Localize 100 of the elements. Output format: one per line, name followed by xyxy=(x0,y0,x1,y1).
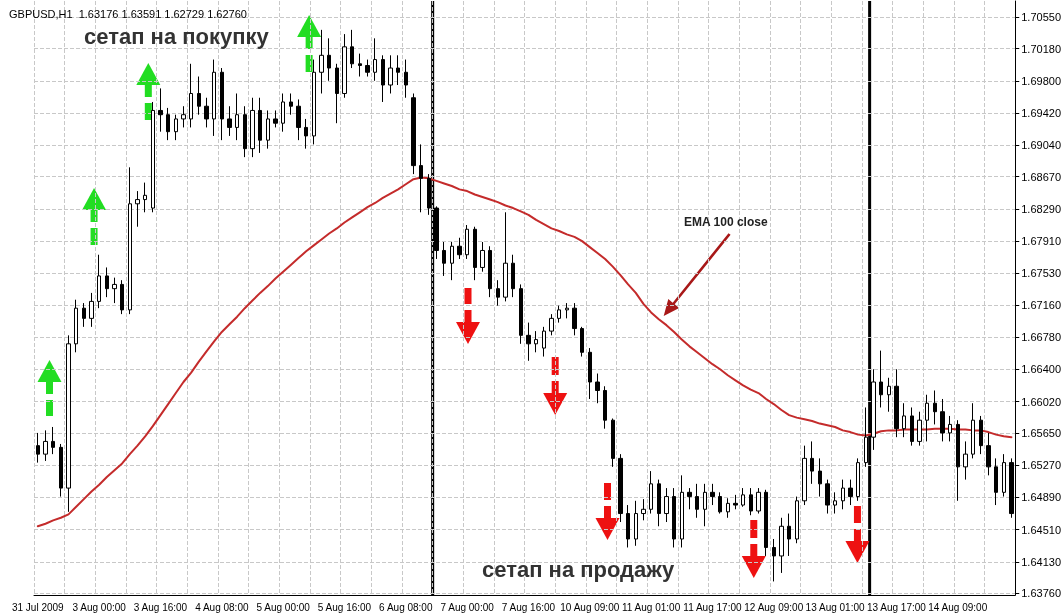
candlestick xyxy=(841,479,845,510)
candlestick xyxy=(641,498,646,521)
candlestick xyxy=(741,487,745,508)
x-tick-label: 3 Aug 00:00 xyxy=(72,601,127,613)
candlestick xyxy=(457,237,462,260)
candlestick xyxy=(151,101,155,213)
candlestick xyxy=(526,322,531,362)
candlestick xyxy=(197,76,201,116)
candlestick xyxy=(82,302,86,328)
x-tick-label: 7 Aug 16:00 xyxy=(501,601,556,613)
candlestick xyxy=(764,489,768,557)
candlestick xyxy=(480,241,485,273)
candlestick xyxy=(220,67,224,141)
candlestick xyxy=(250,97,255,158)
candlestick xyxy=(848,479,853,506)
candlestick xyxy=(580,326,584,358)
candlestick xyxy=(128,166,132,315)
candlestick xyxy=(856,457,860,502)
candlestick xyxy=(618,453,623,523)
candlestick xyxy=(519,283,523,345)
candlestick xyxy=(542,326,546,358)
candlestick xyxy=(112,277,117,304)
y-tick-label: 1.69800 xyxy=(1021,74,1061,87)
candlestick xyxy=(511,254,515,298)
candlestick xyxy=(756,487,761,515)
x-tick-label: 5 Aug 16:00 xyxy=(317,601,372,613)
candlestick xyxy=(687,487,692,510)
candlestick xyxy=(434,205,439,260)
candlestick xyxy=(925,394,929,442)
candlestick xyxy=(871,368,876,451)
candlestick xyxy=(319,29,324,94)
candlestick xyxy=(787,513,791,557)
candlestick xyxy=(672,487,676,548)
x-tick-label: 4 Aug 08:00 xyxy=(195,601,249,613)
candlestick xyxy=(534,330,538,353)
candlestick xyxy=(749,487,753,516)
candlestick xyxy=(879,350,883,408)
y-tick-label: 1.66020 xyxy=(1021,395,1061,408)
candlestick xyxy=(327,37,331,82)
candlestick xyxy=(51,426,55,455)
candlestick xyxy=(971,402,975,459)
candlestick xyxy=(396,54,400,86)
candlestick xyxy=(917,411,922,447)
x-tick-label: 10 Aug 09:00 xyxy=(560,601,620,613)
candlestick xyxy=(243,105,247,158)
candlestick xyxy=(733,494,738,510)
annotation: сетап на покупку xyxy=(84,23,270,49)
candlestick xyxy=(66,334,71,513)
candlestick xyxy=(181,105,186,128)
x-tick-label: 5 Aug 00:00 xyxy=(256,601,311,613)
y-tick-label: 1.67530 xyxy=(1021,267,1061,280)
y-tick-label: 1.65650 xyxy=(1021,426,1061,439)
y-tick-label: 1.63760 xyxy=(1021,587,1061,600)
y-tick-label: 1.69420 xyxy=(1021,107,1061,120)
candlestick xyxy=(427,173,431,216)
candlestick xyxy=(948,415,952,442)
candlestick xyxy=(664,487,669,523)
y-tick-label: 1.64890 xyxy=(1021,491,1061,504)
candlestick xyxy=(994,457,998,506)
candlestick xyxy=(204,97,209,128)
candlestick xyxy=(158,87,163,133)
candlestick xyxy=(810,440,814,485)
candlestick xyxy=(135,190,140,228)
candlestick xyxy=(235,92,239,141)
candlestick xyxy=(864,406,868,468)
candlestick xyxy=(986,432,991,476)
candlestick xyxy=(227,105,232,137)
candlestick xyxy=(572,302,577,336)
candlestick xyxy=(273,109,278,128)
y-tick-label: 1.67910 xyxy=(1021,235,1061,248)
candlestick xyxy=(212,59,216,137)
candlestick xyxy=(296,98,301,141)
x-tick-label: 14 Aug 09:00 xyxy=(928,601,988,613)
candlestick xyxy=(465,224,469,260)
candlestick xyxy=(680,474,684,548)
candlestick xyxy=(105,266,109,298)
candlestick xyxy=(940,398,945,442)
x-tick-label: 13 Aug 01:00 xyxy=(805,601,865,613)
candlestick xyxy=(258,97,262,154)
candlestick xyxy=(281,92,285,133)
y-tick-label: 1.68670 xyxy=(1021,170,1061,183)
y-tick-label: 1.65270 xyxy=(1021,459,1061,472)
x-tick-label: 3 Aug 16:00 xyxy=(133,601,188,613)
x-tick-label: 11 Aug 01:00 xyxy=(622,601,681,613)
line-series xyxy=(36,176,1013,528)
x-tick-label: 6 Aug 08:00 xyxy=(379,601,433,613)
x-tick-label: 11 Aug 17:00 xyxy=(683,601,742,613)
candlestick xyxy=(611,418,615,468)
candlestick xyxy=(779,517,784,574)
candlestick xyxy=(818,457,822,498)
candlestick xyxy=(657,479,661,527)
x-tick-label: 7 Aug 00:00 xyxy=(440,601,495,613)
candlestick xyxy=(120,279,124,315)
annotation: EMA 100 close xyxy=(684,215,768,229)
candlestick xyxy=(703,483,707,527)
candlestick xyxy=(956,419,960,502)
y-tick-label: 1.69040 xyxy=(1021,139,1061,152)
x-tick-label: 13 Aug 17:00 xyxy=(866,601,927,613)
y-tick-label: 1.67160 xyxy=(1021,298,1061,311)
candlestick xyxy=(365,59,370,78)
